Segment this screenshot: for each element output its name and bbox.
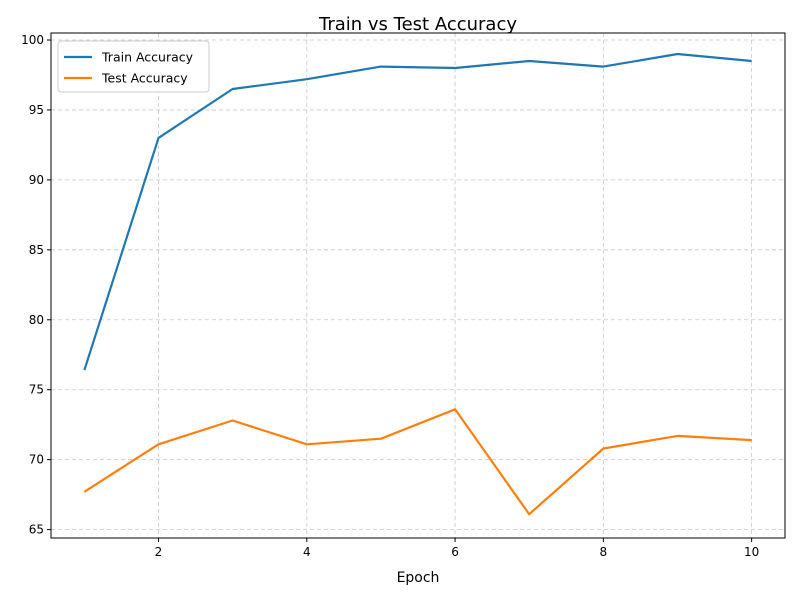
- legend-label-1: Test Accuracy: [101, 71, 188, 86]
- chart-title: Train vs Test Accuracy: [318, 14, 517, 35]
- y-tick-label: 80: [29, 313, 44, 327]
- y-tick-label: 75: [29, 383, 44, 397]
- x-axis-ticks: 2 4 6 8 10: [155, 538, 759, 559]
- x-axis-title: Epoch: [397, 570, 440, 586]
- legend-box: [57, 40, 210, 93]
- grid-lines: [51, 33, 785, 538]
- y-tick-label: 65: [29, 523, 44, 537]
- legend-label-0: Train Accuracy: [101, 50, 194, 65]
- x-tick-label: 10: [744, 545, 759, 559]
- legend: Train Accuracy Test Accuracy: [57, 40, 210, 93]
- y-tick-label: 70: [29, 453, 44, 467]
- series-line-1: [83, 408, 752, 516]
- y-tick-label: 85: [29, 243, 44, 257]
- x-tick-label: 6: [451, 545, 459, 559]
- x-tick-label: 8: [600, 545, 608, 559]
- plot-frame: [50, 32, 786, 539]
- series-lines: [83, 52, 752, 516]
- y-tick-label: 90: [29, 173, 44, 187]
- x-tick-label: 2: [155, 545, 163, 559]
- y-axis-ticks: 65 70 75 80 85 90 95 100: [21, 33, 51, 537]
- y-tick-label: 100: [21, 33, 44, 47]
- y-tick-label: 95: [29, 103, 44, 117]
- series-line-0: [83, 52, 752, 371]
- x-tick-label: 4: [303, 545, 311, 559]
